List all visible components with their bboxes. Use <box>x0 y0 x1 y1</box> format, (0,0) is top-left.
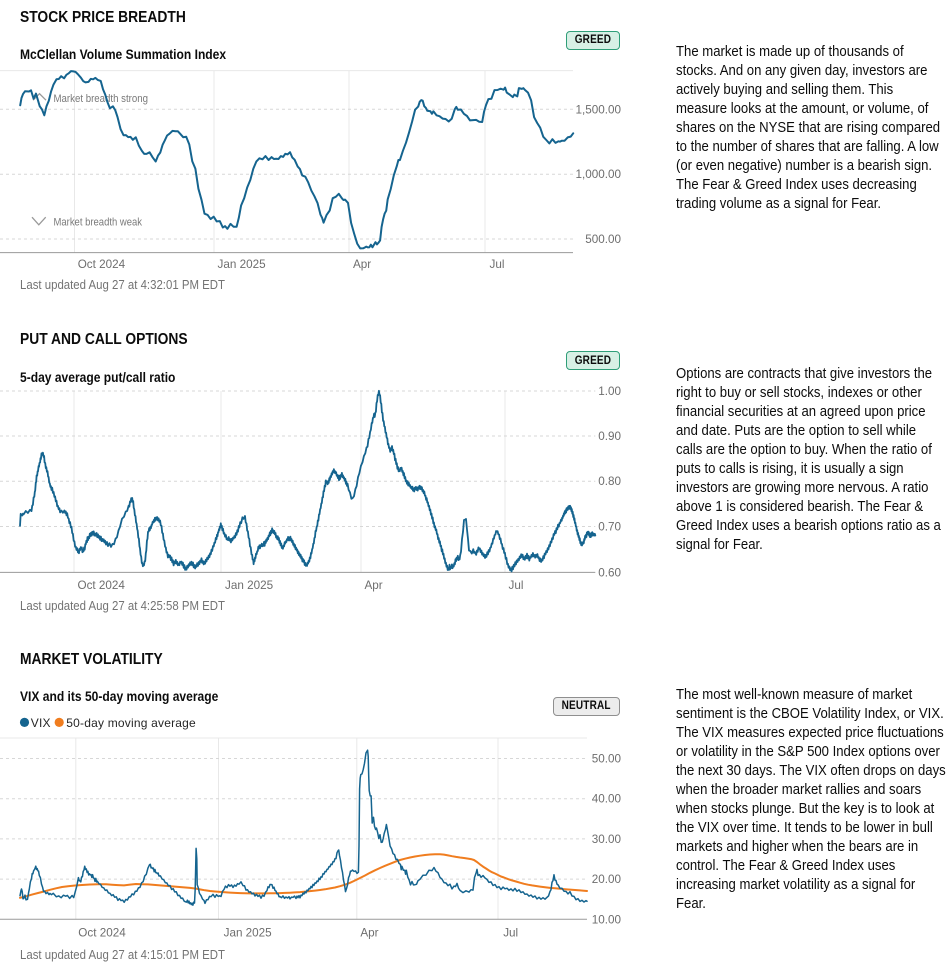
svg-text:Jul: Jul <box>490 258 505 271</box>
svg-text:Oct 2024: Oct 2024 <box>78 579 126 592</box>
svg-text:Jan 2025: Jan 2025 <box>225 579 274 592</box>
svg-text:30.00: 30.00 <box>592 833 622 846</box>
svg-text:Apr: Apr <box>360 927 378 940</box>
svg-text:0.70: 0.70 <box>598 521 621 534</box>
svg-text:1,500.00: 1,500.00 <box>576 103 622 116</box>
svg-text:Market breadth strong: Market breadth strong <box>54 93 149 105</box>
svg-text:Oct 2024: Oct 2024 <box>78 927 126 940</box>
svg-text:Market breadth weak: Market breadth weak <box>54 217 143 229</box>
svg-text:Jan 2025: Jan 2025 <box>218 258 267 271</box>
svg-text:10.00: 10.00 <box>592 913 622 926</box>
svg-text:Oct 2024: Oct 2024 <box>78 258 126 271</box>
svg-text:1.00: 1.00 <box>598 385 621 398</box>
svg-text:0.80: 0.80 <box>598 475 621 488</box>
svg-text:Apr: Apr <box>353 258 371 271</box>
svg-text:Jan 2025: Jan 2025 <box>224 927 273 940</box>
svg-text:20.00: 20.00 <box>592 873 622 886</box>
svg-text:Jul: Jul <box>503 927 518 940</box>
svg-text:0.90: 0.90 <box>598 430 621 443</box>
svg-text:Jul: Jul <box>509 579 524 592</box>
svg-text:500.00: 500.00 <box>585 233 621 246</box>
svg-text:50.00: 50.00 <box>592 753 622 766</box>
svg-text:Apr: Apr <box>365 579 383 592</box>
svg-text:1,000.00: 1,000.00 <box>576 168 622 181</box>
svg-text:40.00: 40.00 <box>592 793 622 806</box>
svg-text:0.60: 0.60 <box>598 566 621 579</box>
